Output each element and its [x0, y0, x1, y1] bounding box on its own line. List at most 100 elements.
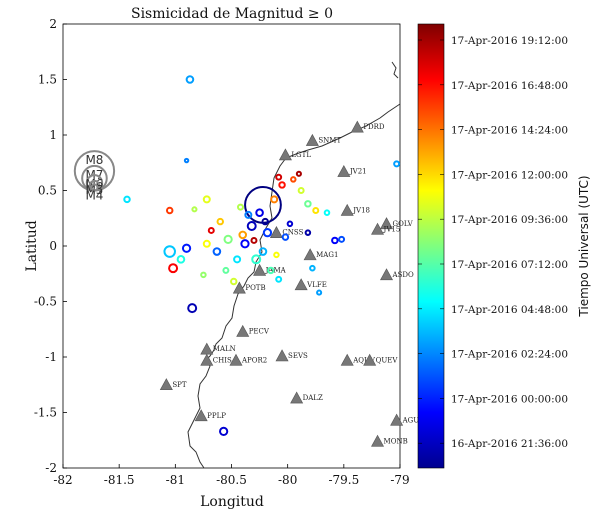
station-label: ASDO — [392, 271, 414, 279]
colorbar-tick-label: 17-Apr-2016 04:48:00 — [451, 304, 568, 316]
event-circle — [187, 303, 198, 314]
event-circle — [270, 195, 279, 204]
station-marker — [229, 353, 243, 366]
event-circle — [295, 170, 302, 177]
event-circle — [223, 234, 233, 244]
station-label: CNSS — [282, 229, 303, 237]
station-marker — [380, 217, 394, 230]
station-label: PPLP — [207, 412, 226, 420]
station-label: SNMT — [318, 137, 341, 145]
event-circle — [200, 271, 207, 279]
station-label: SPT — [172, 381, 187, 389]
event-circle — [323, 209, 331, 216]
station-label: JAMA — [265, 266, 287, 274]
station-label: POTB — [245, 284, 265, 292]
station-marker — [340, 203, 354, 216]
station-marker — [371, 222, 385, 235]
station-label: JV18 — [352, 206, 370, 214]
station-marker — [290, 391, 304, 404]
x-tick-label: -80 — [278, 473, 297, 487]
event-circle — [297, 187, 305, 194]
event-circle — [275, 275, 283, 283]
station-marker — [305, 133, 319, 146]
event-circle — [185, 75, 195, 84]
event-circle — [261, 217, 269, 226]
x-axis: -82 -81.5 -81 -80.5 -80 -79.5 -79 — [53, 464, 410, 487]
event-circle — [219, 426, 229, 436]
station-label: MAG1 — [316, 251, 338, 259]
y-tick-label: -2 — [45, 461, 57, 475]
event-circle — [304, 229, 312, 236]
colorbar-tick-label: 17-Apr-2016 02:24:00 — [451, 349, 568, 361]
station-marker — [253, 263, 267, 276]
x-tick-label: -80.5 — [216, 473, 247, 487]
colorbar-tick-label: 17-Apr-2016 12:00:00 — [451, 169, 568, 181]
colorbar-tick-label: 17-Apr-2016 09:36:00 — [451, 214, 568, 226]
y-tick-label: 1 — [49, 128, 57, 142]
colorbar-tick-label: 17-Apr-2016 19:12:00 — [451, 35, 568, 47]
station-label: AQUV — [352, 356, 376, 364]
event-circle — [251, 254, 262, 265]
event-circle — [163, 245, 176, 258]
event-circle — [262, 228, 273, 238]
station-label: JV21 — [349, 168, 367, 176]
event-circle — [258, 247, 268, 256]
magnitude-legend-circle — [90, 183, 99, 192]
event-circle — [275, 173, 283, 181]
event-circle — [202, 195, 211, 204]
x-tick-label: -82 — [53, 473, 72, 487]
event-circle — [290, 176, 297, 183]
y-axis-label: Latitud — [24, 220, 40, 271]
event-circle — [267, 266, 275, 275]
plot-frame — [62, 23, 401, 469]
station-marker — [363, 353, 377, 366]
station-marker — [390, 413, 404, 426]
y-axis: 2 1.5 1 0.5 0 -0.5 -1 -1.5 -2 — [34, 17, 67, 475]
station-marker — [232, 281, 246, 294]
event-circle — [240, 239, 250, 249]
station-marker — [278, 148, 292, 161]
station-marker — [294, 278, 308, 291]
event-circle — [176, 255, 186, 264]
station-marker — [275, 349, 289, 362]
y-tick-label: 0 — [49, 239, 57, 253]
x-axis-label: Longitud — [200, 494, 264, 510]
magnitude-legend-label: M8 — [85, 153, 103, 167]
station-marker — [337, 165, 351, 177]
coastline-north-fragment — [391, 61, 399, 79]
event-circle — [304, 200, 312, 208]
station-label: MONB — [384, 437, 408, 445]
events-layer — [123, 75, 401, 436]
event-circle — [222, 266, 230, 274]
station-label: PDRD — [363, 123, 385, 131]
event-circle — [316, 289, 323, 296]
x-tick-label: -79.5 — [328, 473, 359, 487]
event-circle — [191, 206, 198, 213]
station-label: AGUF — [402, 416, 425, 424]
colorbar-tick-label: 17-Apr-2016 14:24:00 — [451, 125, 568, 137]
station-marker — [303, 248, 317, 261]
event-circle — [181, 243, 192, 253]
station-label: GOLV — [393, 220, 414, 228]
station-label: QUEV — [376, 356, 399, 364]
station-label: APOR2 — [241, 356, 267, 364]
event-circle — [202, 239, 211, 248]
event-circle — [246, 221, 257, 231]
event-circle — [183, 157, 190, 164]
colorbar-label: Tiempo Universal (UTC) — [577, 175, 591, 317]
y-tick-label: 0.5 — [38, 184, 57, 198]
event-circle — [309, 264, 316, 272]
station-label: CHIS — [213, 356, 232, 364]
event-circle — [212, 247, 222, 256]
station-marker — [194, 409, 208, 422]
event-circle — [216, 217, 224, 226]
station-marker — [371, 434, 385, 447]
colorbar-tick-label: 16-Apr-2016 21:36:00 — [451, 438, 568, 450]
station-marker — [380, 268, 394, 281]
station-marker — [340, 353, 354, 366]
station-marker — [269, 226, 283, 238]
station-label: JV15 — [383, 225, 401, 233]
